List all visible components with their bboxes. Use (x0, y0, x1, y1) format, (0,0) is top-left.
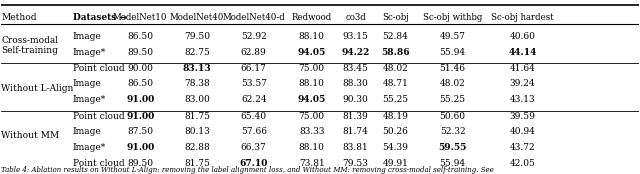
Text: 75.00: 75.00 (299, 64, 324, 73)
Text: 89.50: 89.50 (127, 159, 154, 168)
Text: 83.33: 83.33 (299, 127, 324, 136)
Text: Image*: Image* (73, 48, 106, 57)
Text: 91.00: 91.00 (126, 112, 154, 121)
Text: 48.02: 48.02 (382, 64, 408, 73)
Text: 44.14: 44.14 (508, 48, 537, 57)
Text: 62.24: 62.24 (241, 95, 266, 104)
Text: Image: Image (73, 127, 102, 136)
Text: 57.66: 57.66 (241, 127, 267, 136)
Text: 94.22: 94.22 (342, 48, 370, 57)
Text: 52.32: 52.32 (440, 127, 465, 136)
Text: 86.50: 86.50 (127, 79, 154, 88)
Text: Redwood: Redwood (292, 13, 332, 22)
Text: 40.94: 40.94 (509, 127, 536, 136)
Text: Point cloud: Point cloud (73, 159, 124, 168)
Text: 51.46: 51.46 (440, 64, 465, 73)
Text: ModelNet40-d: ModelNet40-d (222, 13, 285, 22)
Text: co3d: co3d (346, 13, 366, 22)
Text: 88.10: 88.10 (299, 31, 324, 41)
Text: Datasets →: Datasets → (73, 13, 127, 22)
Text: 40.60: 40.60 (509, 31, 536, 41)
Text: 83.81: 83.81 (343, 143, 369, 152)
Text: 65.40: 65.40 (241, 112, 267, 121)
Text: 90.00: 90.00 (127, 64, 153, 73)
Text: 90.30: 90.30 (343, 95, 369, 104)
Text: 81.39: 81.39 (343, 112, 369, 121)
Text: 50.26: 50.26 (382, 127, 408, 136)
Text: 52.84: 52.84 (382, 31, 408, 41)
Text: 83.00: 83.00 (184, 95, 210, 104)
Text: 48.19: 48.19 (382, 112, 408, 121)
Text: 93.15: 93.15 (343, 31, 369, 41)
Text: 48.02: 48.02 (440, 79, 465, 88)
Text: 83.13: 83.13 (182, 64, 211, 73)
Text: 89.50: 89.50 (127, 48, 154, 57)
Text: 58.86: 58.86 (381, 48, 410, 57)
Text: 88.10: 88.10 (299, 79, 324, 88)
Text: Without MM: Without MM (1, 131, 60, 140)
Text: Sc-obj hardest: Sc-obj hardest (492, 13, 554, 22)
Text: 81.75: 81.75 (184, 112, 210, 121)
Text: 49.57: 49.57 (440, 31, 465, 41)
Text: ModelNet10: ModelNet10 (113, 13, 168, 22)
Text: 55.94: 55.94 (440, 48, 466, 57)
Text: Table 4: Ablation results on Without L-Align: removing the label alignment loss,: Table 4: Ablation results on Without L-A… (1, 166, 494, 174)
Text: 53.57: 53.57 (241, 79, 267, 88)
Text: Cross-modal
Self-training: Cross-modal Self-training (1, 36, 58, 55)
Text: 43.13: 43.13 (510, 95, 536, 104)
Text: 43.72: 43.72 (510, 143, 536, 152)
Text: Image: Image (73, 31, 102, 41)
Text: 48.71: 48.71 (382, 79, 408, 88)
Text: 78.38: 78.38 (184, 79, 210, 88)
Text: 86.50: 86.50 (127, 31, 154, 41)
Text: 55.94: 55.94 (440, 159, 466, 168)
Text: 75.00: 75.00 (299, 112, 324, 121)
Text: 42.05: 42.05 (509, 159, 536, 168)
Text: 82.88: 82.88 (184, 143, 210, 152)
Text: 66.37: 66.37 (241, 143, 267, 152)
Text: Sc-obj: Sc-obj (381, 13, 408, 22)
Text: 50.60: 50.60 (440, 112, 465, 121)
Text: 87.50: 87.50 (127, 127, 154, 136)
Text: Point cloud: Point cloud (73, 112, 124, 121)
Text: 39.24: 39.24 (510, 79, 536, 88)
Text: 66.17: 66.17 (241, 64, 267, 73)
Text: 67.10: 67.10 (239, 159, 268, 168)
Text: 62.89: 62.89 (241, 48, 267, 57)
Text: 59.55: 59.55 (438, 143, 467, 152)
Text: 55.25: 55.25 (440, 95, 466, 104)
Text: Point cloud: Point cloud (73, 64, 124, 73)
Text: 88.30: 88.30 (343, 79, 369, 88)
Text: 79.53: 79.53 (343, 159, 369, 168)
Text: 83.45: 83.45 (343, 64, 369, 73)
Text: 91.00: 91.00 (126, 143, 154, 152)
Text: 39.59: 39.59 (509, 112, 536, 121)
Text: 54.39: 54.39 (382, 143, 408, 152)
Text: Image*: Image* (73, 143, 106, 152)
Text: 52.92: 52.92 (241, 31, 267, 41)
Text: 94.05: 94.05 (298, 48, 326, 57)
Text: 91.00: 91.00 (126, 95, 154, 104)
Text: 79.50: 79.50 (184, 31, 210, 41)
Text: ModelNet40: ModelNet40 (170, 13, 224, 22)
Text: 88.10: 88.10 (299, 143, 324, 152)
Text: 82.75: 82.75 (184, 48, 210, 57)
Text: Image*: Image* (73, 95, 106, 104)
Text: 73.81: 73.81 (299, 159, 324, 168)
Text: 41.64: 41.64 (509, 64, 536, 73)
Text: 81.74: 81.74 (343, 127, 369, 136)
Text: Image: Image (73, 79, 102, 88)
Text: Method: Method (1, 13, 37, 22)
Text: 49.91: 49.91 (382, 159, 408, 168)
Text: 80.13: 80.13 (184, 127, 210, 136)
Text: 94.05: 94.05 (298, 95, 326, 104)
Text: 55.25: 55.25 (382, 95, 408, 104)
Text: Without L-Align: Without L-Align (1, 84, 74, 93)
Text: Sc-obj withbg: Sc-obj withbg (423, 13, 482, 22)
Text: 81.75: 81.75 (184, 159, 210, 168)
